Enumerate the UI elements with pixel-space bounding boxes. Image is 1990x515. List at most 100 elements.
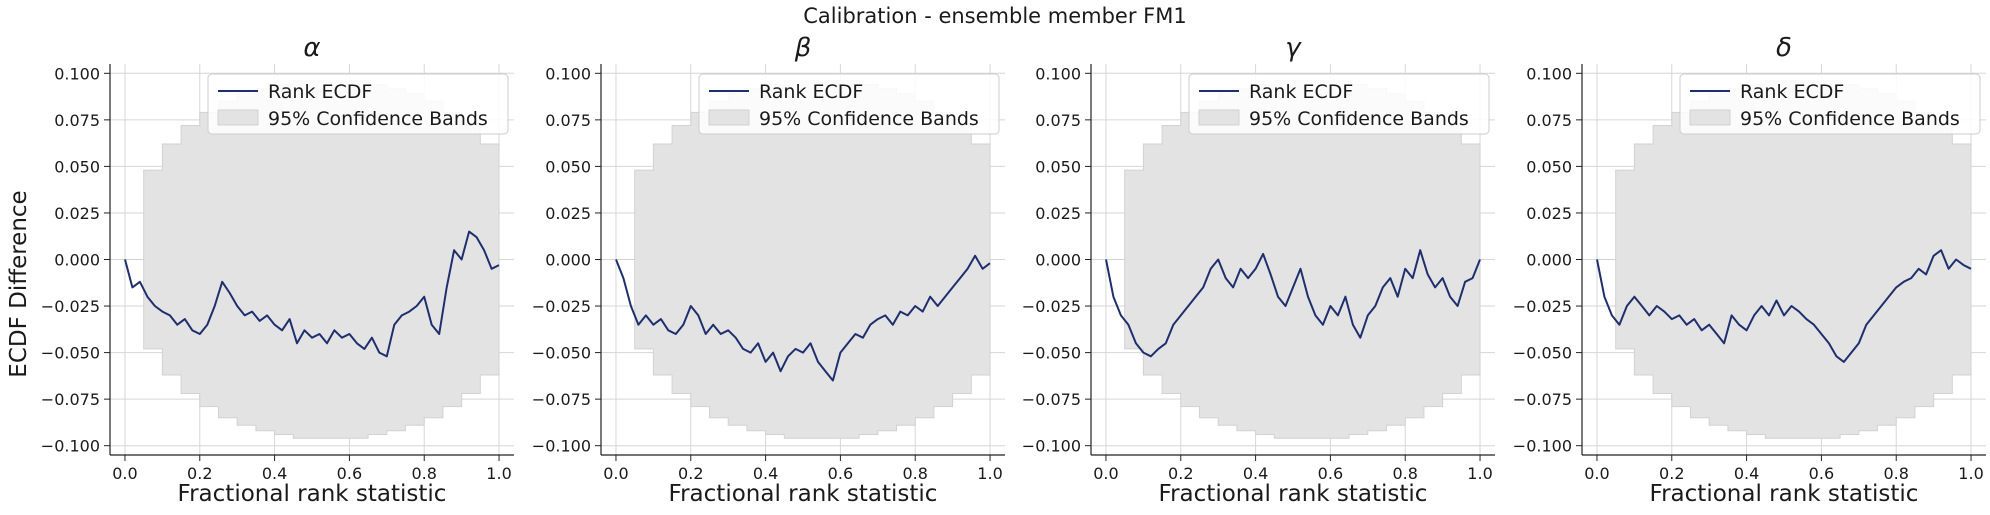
legend-label: 95% Confidence Bands	[759, 108, 979, 130]
y-tick-label: 0.025	[1526, 204, 1572, 223]
y-tick-label: −0.075	[41, 390, 100, 409]
panel-4: 0.0 0.2 0.4 0.6 0.8 1.0 −0.100 −0.075 −0.050 −0.0…	[1513, 33, 1986, 507]
x-tick-label: 0.4	[1734, 464, 1759, 483]
x-tick-label: 0.8	[411, 464, 436, 483]
x-axis-label: Fractional rank statistic	[669, 481, 938, 507]
y-tick-label: −0.025	[532, 297, 591, 316]
legend-band-swatch	[217, 109, 259, 126]
x-tick-label: 0.0	[603, 464, 628, 483]
panel-title: γ	[1285, 33, 1302, 63]
y-tick-label: 0.000	[545, 251, 591, 270]
x-tick-label: 0.6	[1809, 464, 1834, 483]
y-tick-label: 0.000	[1526, 251, 1572, 270]
y-tick-label: 0.025	[1035, 204, 1081, 223]
legend: Rank ECDF 95% Confidence Bands	[1188, 73, 1490, 135]
y-tick-label: 0.025	[54, 204, 100, 223]
y-tick-label: 0.100	[545, 64, 591, 83]
x-axis-label: Fractional rank statistic	[1650, 481, 1919, 507]
legend: Rank ECDF 95% Confidence Bands	[207, 73, 509, 135]
legend-label: Rank ECDF	[1740, 81, 1844, 103]
y-tick-label: −0.025	[1022, 297, 1081, 316]
x-tick-label: 1.0	[486, 464, 511, 483]
x-tick-label: 0.2	[187, 464, 212, 483]
y-tick-label: 0.100	[1526, 64, 1572, 83]
x-tick-label: 0.2	[1659, 464, 1684, 483]
y-tick-label: −0.100	[1022, 437, 1081, 456]
x-tick-label: 0.6	[828, 464, 853, 483]
y-tick-label: 0.075	[1035, 111, 1081, 130]
x-tick-label: 0.4	[1243, 464, 1268, 483]
y-tick-label: 0.075	[54, 111, 100, 130]
y-tick-label: −0.050	[41, 344, 100, 363]
legend-band-swatch	[708, 109, 750, 126]
y-tick-label: −0.100	[41, 437, 100, 456]
x-tick-label: 0.6	[1318, 464, 1343, 483]
legend: Rank ECDF 95% Confidence Bands	[1679, 73, 1981, 135]
y-tick-label: −0.100	[532, 437, 591, 456]
x-tick-label: 0.2	[678, 464, 703, 483]
y-tick-label: −0.025	[41, 297, 100, 316]
y-tick-label: 0.075	[545, 111, 591, 130]
legend-box	[1188, 73, 1490, 135]
panels: 0.0 0.2 0.4 0.6 0.8 1.0 −0.100 −0.075 −0.050 −0.0…	[41, 33, 1986, 507]
y-tick-label: 0.050	[54, 157, 100, 176]
y-tick-label: −0.100	[1513, 437, 1572, 456]
y-tick-label: −0.050	[1022, 344, 1081, 363]
y-tick-label: −0.050	[1513, 344, 1572, 363]
x-tick-label: 0.0	[1584, 464, 1609, 483]
y-tick-label: 0.100	[1035, 64, 1081, 83]
rank-ecdf-line	[124, 230, 500, 358]
legend-label: 95% Confidence Bands	[268, 108, 488, 130]
rank-ecdf-line	[615, 254, 991, 382]
legend-label: Rank ECDF	[759, 81, 863, 103]
legend-box	[698, 73, 1000, 135]
legend-label: 95% Confidence Bands	[1249, 108, 1469, 130]
legend-label: Rank ECDF	[268, 81, 372, 103]
panel-2: 0.0 0.2 0.4 0.6 0.8 1.0 −0.100 −0.075 −0.050 −0.0…	[532, 33, 1005, 507]
x-tick-label: 0.0	[112, 464, 137, 483]
y-tick-label: −0.075	[532, 390, 591, 409]
x-tick-label: 0.8	[1883, 464, 1908, 483]
x-tick-label: 1.0	[1958, 464, 1983, 483]
legend-label: 95% Confidence Bands	[1740, 108, 1960, 130]
y-tick-label: −0.025	[1513, 297, 1572, 316]
panel-1: 0.0 0.2 0.4 0.6 0.8 1.0 −0.100 −0.075 −0.050 −0.0…	[41, 33, 514, 507]
x-axis-label: Fractional rank statistic	[1159, 481, 1428, 507]
x-tick-label: 1.0	[977, 464, 1002, 483]
y-tick-label: 0.025	[545, 204, 591, 223]
x-tick-label: 0.0	[1093, 464, 1118, 483]
x-tick-label: 0.6	[337, 464, 362, 483]
y-tick-label: −0.075	[1513, 390, 1572, 409]
panel-title: β	[794, 33, 812, 63]
x-tick-label: 0.8	[1392, 464, 1417, 483]
legend-band-swatch	[1689, 109, 1731, 126]
legend-box	[207, 73, 509, 135]
x-tick-label: 0.2	[1168, 464, 1193, 483]
y-tick-label: 0.050	[1035, 157, 1081, 176]
y-tick-label: −0.075	[1022, 390, 1081, 409]
legend-band-swatch	[1198, 109, 1240, 126]
legend-box	[1679, 73, 1981, 135]
y-tick-label: −0.050	[532, 344, 591, 363]
y-tick-label: 0.050	[545, 157, 591, 176]
rank-ecdf-line	[1596, 249, 1972, 363]
panel-3: 0.0 0.2 0.4 0.6 0.8 1.0 −0.100 −0.075 −0.050 −0.0…	[1022, 33, 1495, 507]
y-tick-label: 0.000	[1035, 251, 1081, 270]
x-axis-label: Fractional rank statistic	[178, 481, 447, 507]
figure-title: Calibration - ensemble member FM1	[803, 4, 1187, 28]
y-tick-label: 0.000	[54, 251, 100, 270]
x-tick-label: 0.4	[753, 464, 778, 483]
panel-title: α	[303, 33, 320, 63]
legend-label: Rank ECDF	[1249, 81, 1353, 103]
y-tick-label: 0.050	[1526, 157, 1572, 176]
x-tick-label: 1.0	[1467, 464, 1492, 483]
panel-title: δ	[1776, 33, 1792, 63]
legend: Rank ECDF 95% Confidence Bands	[698, 73, 1000, 135]
y-tick-label: 0.075	[1526, 111, 1572, 130]
y-tick-label: 0.100	[54, 64, 100, 83]
y-axis-label: ECDF Difference	[6, 190, 32, 377]
x-tick-label: 0.8	[902, 464, 927, 483]
x-tick-label: 0.4	[262, 464, 287, 483]
rank-ecdf-line	[1105, 249, 1481, 358]
